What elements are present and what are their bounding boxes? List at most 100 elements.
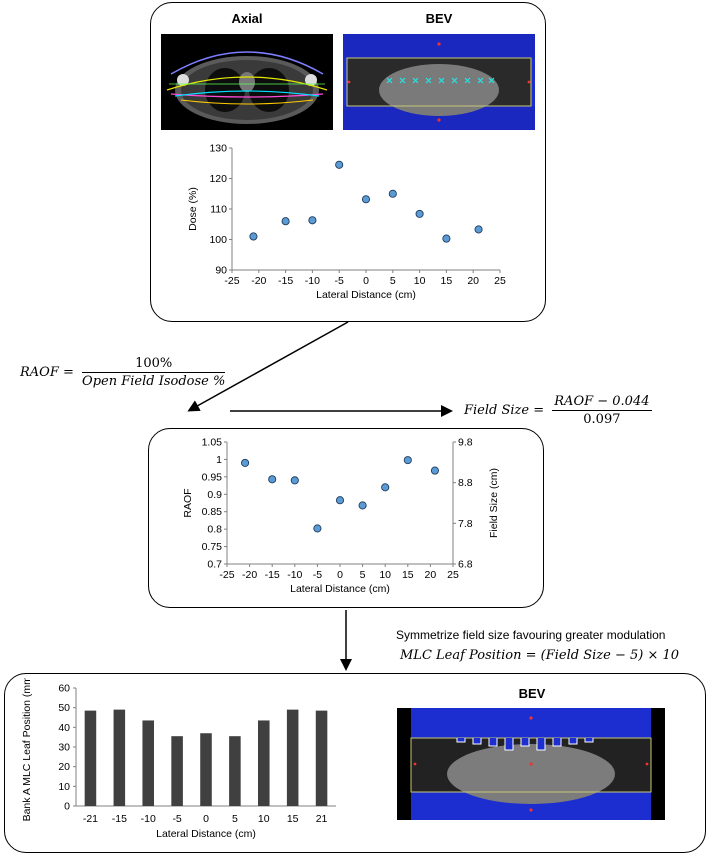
y-axis-label: RAOF bbox=[182, 488, 194, 517]
x-tick-label: 10 bbox=[258, 813, 270, 825]
data-point bbox=[442, 234, 451, 243]
y2-tick-label: 9.8 bbox=[458, 437, 473, 449]
axial-ct-image bbox=[161, 34, 333, 130]
mlc-formula: MLC Leaf Position = (Field Size − 5) × 1… bbox=[400, 648, 680, 663]
raof-chart: -25 -20 -15 -10 -5 0 5 10 15 20 25 0.7 0.75 0.8 0.85 0.… bbox=[182, 437, 500, 596]
field-size-lhs: Field Size = bbox=[464, 403, 545, 418]
data-point bbox=[241, 458, 250, 467]
y-tick-label: 30 bbox=[58, 742, 70, 754]
bar bbox=[200, 733, 212, 806]
y-tick-label: 20 bbox=[58, 761, 70, 773]
x-tick-label: -20 bbox=[242, 569, 257, 581]
data-point bbox=[358, 501, 367, 510]
y-tick-label: 120 bbox=[209, 173, 227, 185]
data-point bbox=[403, 456, 412, 465]
y-axis-label: Dose (%) bbox=[187, 187, 199, 231]
raof-denominator: Open Field Isodose % bbox=[82, 374, 226, 389]
bev-image-bottom bbox=[397, 708, 665, 820]
raof-panel bbox=[148, 428, 544, 608]
x-tick-label: -15 bbox=[278, 275, 293, 287]
x-tick-label: 10 bbox=[379, 569, 391, 581]
data-point bbox=[415, 209, 424, 218]
y-tick-label: 60 bbox=[58, 683, 70, 695]
x-axis-label: Lateral Distance (cm) bbox=[156, 828, 256, 840]
x-tick-label: -10 bbox=[141, 813, 156, 825]
x-tick-label: -5 bbox=[313, 569, 322, 581]
x-tick-label: 5 bbox=[390, 275, 396, 287]
field-size-formula: Field Size = RAOF − 0.044 0.097 bbox=[464, 394, 652, 427]
data-point bbox=[474, 225, 483, 234]
x-tick-label: -25 bbox=[224, 275, 239, 287]
bar bbox=[142, 720, 154, 806]
raof-formula: RAOF = 100% Open Field Isodose % bbox=[20, 356, 226, 389]
x-tick-label: -25 bbox=[219, 569, 234, 581]
x-tick-label: -10 bbox=[287, 569, 302, 581]
x-tick-label: 15 bbox=[287, 813, 299, 825]
y-tick-label: 100 bbox=[209, 234, 227, 246]
bev-title-bottom: BEV bbox=[518, 686, 546, 701]
x-tick-label: 25 bbox=[447, 569, 459, 581]
data-point bbox=[308, 216, 317, 225]
y2-tick-label: 6.8 bbox=[458, 559, 473, 571]
data-point bbox=[281, 217, 290, 226]
symmetrize-note: Symmetrize field size favouring greater … bbox=[396, 628, 666, 642]
data-point bbox=[290, 476, 299, 485]
x-tick-label: 5 bbox=[232, 813, 238, 825]
y2-tick-label: 7.8 bbox=[458, 518, 473, 530]
x-tick-label: 20 bbox=[467, 275, 479, 287]
raof-lhs: RAOF = bbox=[20, 365, 74, 380]
y-tick-label: 50 bbox=[58, 702, 70, 714]
x-tick-label: 10 bbox=[414, 275, 426, 287]
x-axis-label: Lateral Distance (cm) bbox=[316, 289, 416, 301]
y-tick-label: 0.75 bbox=[202, 541, 223, 553]
raof-fraction: 100% Open Field Isodose % bbox=[82, 356, 226, 389]
y-tick-label: 0.7 bbox=[207, 559, 222, 571]
y-tick-label: 1.05 bbox=[202, 437, 223, 449]
bev-image-top bbox=[343, 34, 535, 130]
data-point bbox=[249, 232, 258, 241]
x-tick-label: 15 bbox=[441, 275, 453, 287]
x-tick-label: 5 bbox=[360, 569, 366, 581]
y-tick-label: 10 bbox=[58, 781, 70, 793]
x-tick-label: -5 bbox=[172, 813, 181, 825]
data-point bbox=[313, 524, 322, 533]
x-tick-label: 15 bbox=[402, 569, 414, 581]
axial-title: Axial bbox=[231, 11, 263, 26]
x-tick-label: 21 bbox=[316, 813, 328, 825]
x-tick-label: -20 bbox=[251, 275, 266, 287]
bar bbox=[258, 720, 270, 806]
x-tick-label: -5 bbox=[335, 275, 344, 287]
x-tick-label: 0 bbox=[363, 275, 369, 287]
raof-numerator: 100% bbox=[82, 356, 226, 373]
data-point bbox=[335, 496, 345, 505]
x-tick-label: 0 bbox=[337, 569, 343, 581]
data-point bbox=[335, 160, 344, 169]
y-tick-label: 0 bbox=[64, 801, 70, 813]
x-axis-label: Lateral Distance (cm) bbox=[290, 583, 390, 595]
bar bbox=[171, 736, 183, 806]
y-tick-label: 0.95 bbox=[202, 471, 223, 483]
field-size-denominator: 0.097 bbox=[583, 412, 621, 427]
x-tick-label: 20 bbox=[425, 569, 437, 581]
bar bbox=[84, 710, 97, 806]
y2-axis-label: Field Size (cm) bbox=[488, 468, 500, 538]
bar bbox=[229, 736, 241, 806]
bar bbox=[113, 709, 126, 806]
y2-tick-label: 8.8 bbox=[458, 477, 473, 489]
y-tick-label: 0.9 bbox=[207, 489, 222, 501]
x-tick-label: -10 bbox=[305, 275, 320, 287]
x-tick-label: 0 bbox=[203, 813, 209, 825]
bar bbox=[315, 710, 328, 806]
x-tick-label: -15 bbox=[265, 569, 280, 581]
data-point bbox=[361, 195, 371, 204]
y-tick-label: 0.85 bbox=[202, 506, 223, 518]
x-tick-label: 25 bbox=[494, 275, 506, 287]
data-point bbox=[381, 483, 390, 492]
field-size-numerator: RAOF − 0.044 bbox=[552, 394, 652, 411]
y-tick-label: 90 bbox=[215, 265, 227, 277]
y-tick-label: 0.8 bbox=[207, 524, 222, 536]
mlc-chart: 0 10 20 30 40 50 60 -21 -15 -10 -5 0 5 10 15 21 Lateral … bbox=[21, 678, 336, 840]
data-point bbox=[430, 466, 439, 475]
bar bbox=[286, 709, 299, 806]
